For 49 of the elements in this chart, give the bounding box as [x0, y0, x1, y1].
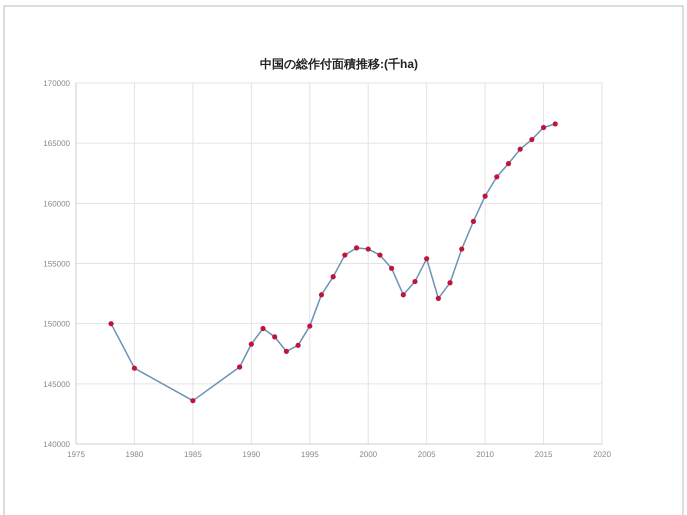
- point: [377, 252, 383, 258]
- point: [284, 348, 289, 354]
- x-tick-label: 2020: [593, 450, 612, 459]
- point: [307, 323, 312, 329]
- y-tick-label: 165000: [43, 139, 71, 148]
- point: [342, 252, 348, 258]
- point: [318, 292, 324, 298]
- point: [424, 256, 430, 262]
- point: [447, 280, 453, 286]
- point: [529, 136, 534, 142]
- y-tick-label: 160000: [43, 199, 71, 208]
- point: [436, 296, 441, 301]
- point: [470, 218, 476, 224]
- y-tick-label: 150000: [43, 320, 71, 329]
- y-tick-label: 140000: [43, 440, 71, 449]
- point: [295, 342, 301, 348]
- point: [354, 245, 360, 250]
- point: [506, 161, 512, 166]
- chart-title: 中国の総作付面積推移:(千ha): [260, 57, 418, 71]
- point: [237, 364, 242, 370]
- point: [389, 266, 394, 271]
- x-tick-label: 2000: [359, 450, 378, 459]
- x-tick-label: 1980: [126, 450, 144, 459]
- x-tick-label: 2005: [418, 450, 436, 459]
- point: [459, 246, 464, 252]
- point: [330, 274, 336, 280]
- point: [540, 124, 546, 130]
- y-tick-label: 170000: [43, 79, 71, 88]
- x-tick-label: 1995: [300, 450, 320, 459]
- x-tick-label: 1975: [67, 450, 86, 459]
- y-tick-label: 145000: [43, 380, 71, 389]
- point: [132, 366, 138, 371]
- x-tick-label: 1990: [242, 450, 261, 459]
- point: [108, 321, 114, 326]
- point: [260, 326, 266, 332]
- x-tick-label: 1985: [184, 450, 202, 459]
- x-tick-label: 2010: [476, 450, 495, 459]
- point: [190, 398, 196, 404]
- point: [248, 342, 254, 347]
- point: [482, 194, 488, 199]
- point: [518, 146, 523, 152]
- x-tick-label: 2015: [534, 450, 554, 459]
- point: [366, 246, 371, 252]
- point: [494, 174, 500, 180]
- point: [272, 334, 278, 340]
- point: [552, 121, 558, 127]
- y-tick-label: 155000: [43, 260, 71, 268]
- point: [400, 292, 406, 298]
- point: [412, 278, 418, 284]
